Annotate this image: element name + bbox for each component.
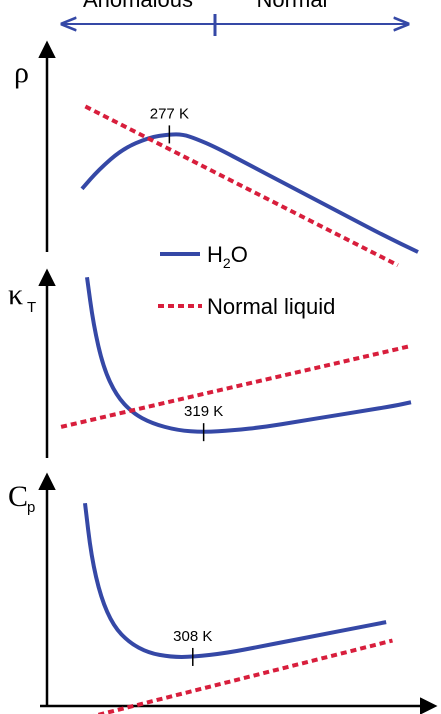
normal-label: Normal — [257, 0, 328, 12]
heat_capacity-annotation-label: 308 K — [173, 628, 212, 645]
density-annotation-label: 277 K — [150, 105, 189, 122]
heat_capacity-normal-liquid-line — [93, 638, 393, 714]
legend-h2o-label: H2O — [207, 242, 248, 271]
heatcap-axis-sub: p — [27, 499, 35, 516]
heat_capacity-h2o-line — [83, 502, 387, 659]
compressibility-annotation-label: 319 K — [184, 403, 223, 420]
plot-layer: 277 K 319 K 308 K — [60, 104, 419, 714]
compressibility-axis-sub: T — [27, 299, 36, 316]
compressibility-axis-label: κ — [8, 278, 23, 311]
density-axis-label: ρ — [14, 56, 29, 89]
anomalous-label: Anomalous — [83, 0, 193, 12]
density-normal-liquid-line — [84, 104, 399, 268]
legend-normal-label: Normal liquid — [207, 294, 335, 319]
legend: H2O Normal liquid — [158, 242, 335, 319]
heatcap-axis-label: C — [8, 480, 28, 513]
density-h2o-line — [80, 132, 419, 254]
